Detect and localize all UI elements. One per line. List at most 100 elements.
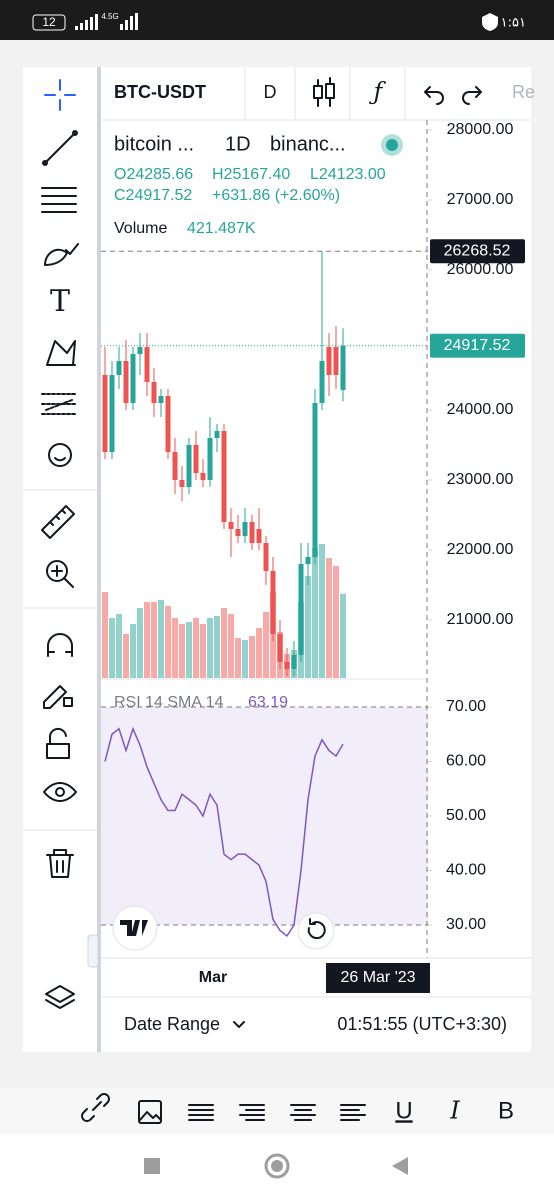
bold-button[interactable]: B [498,1097,514,1124]
volume-bar [165,606,171,678]
volume-bar [305,576,311,678]
candle-body [312,402,318,557]
ohlc-close: C24917.52 [114,187,192,204]
candle-body [284,661,290,669]
redo-button [462,86,482,105]
battery-icon [32,14,66,31]
volume-bar [340,593,346,678]
y2-tick-label: 50.00 [446,807,486,824]
volume-bar [263,612,269,678]
candle-body [200,472,206,480]
volume-bar [109,618,115,678]
candle-body [256,528,262,543]
undo-button[interactable] [424,86,444,105]
candle-body [102,374,108,452]
y2-tick-label: 70.00 [446,698,486,715]
topbar-separators [101,67,531,121]
date-range-caret[interactable] [233,1021,245,1028]
candle-body [263,542,269,571]
y-tick-label: 22000.00 [447,541,514,558]
drawing-tools[interactable]: T [41,79,79,1009]
last-tag-box [430,333,525,358]
volume-bar [319,544,325,678]
volume-bar [130,624,136,678]
ohlc-low: L24123.00 [310,166,386,183]
shield-icon [482,13,498,31]
network-type: 4.5G [101,12,118,21]
volume-bar [172,618,178,678]
editor-tools[interactable] [81,1093,366,1124]
toolbar-separators [23,489,97,831]
nav-home-dot [271,1160,283,1172]
volume-bar [333,566,339,678]
y-tick-label: 21000.00 [447,611,514,628]
candle-body [130,353,136,403]
last-tag-label: 24917.52 [444,337,511,354]
volume-bar [207,618,213,678]
candle-body [193,444,199,473]
y-tick-label: 26000.00 [447,261,514,278]
chart-type-button[interactable] [313,77,335,107]
volume-bar [214,616,220,678]
date-range[interactable]: Date Range [124,1014,220,1034]
candle-body [137,346,143,354]
reset-button[interactable] [297,912,335,950]
y2-tick-label: 40.00 [446,862,486,879]
footer-clock: 01:51:55 (UTC+3:30) [337,1014,507,1034]
candle-body [305,556,311,564]
volume-bar [193,618,199,678]
y-tick-label: 27000.00 [447,191,514,208]
italic-button[interactable]: I [449,1097,460,1125]
y-tick-label: 24000.00 [447,401,514,418]
y-tick-label: 28000.00 [447,121,514,138]
indicators-button[interactable]: ƒ [369,78,387,106]
candle-body [144,346,150,382]
y2-tick-label: 60.00 [446,753,486,770]
collapse-tab[interactable] [87,934,99,968]
candle-body [249,521,255,543]
candle-body [242,521,248,536]
text-tool[interactable]: T [50,284,70,319]
candle-body [291,654,297,669]
volume-bar [179,624,185,678]
volume-bar [256,628,262,678]
candle-body [235,528,241,536]
volume-bar [186,622,192,678]
volume-bar [312,548,318,678]
legend-interval: 1D [225,133,251,155]
crosshair-time: 26 Mar '23 [340,969,415,986]
ohlc-high: H25167.40 [212,166,290,183]
candle-body [270,570,276,634]
rsi-line [104,726,344,938]
interval[interactable]: D [264,82,277,102]
volume-bar [123,634,129,678]
volume-bar [137,608,143,678]
volume-bar [151,602,157,678]
symbol[interactable]: BTC-USDT [114,82,206,102]
more-button[interactable]: Re [512,82,535,102]
volume-value: 421.487K [187,220,256,237]
clock: ۱:۵۱ [501,16,526,31]
nav-recents[interactable] [144,1158,160,1174]
candle-body [158,395,164,403]
nav-back[interactable] [392,1157,408,1175]
signal-icon [75,13,138,30]
candle-body [207,437,213,480]
high-tag-box [430,239,525,264]
candle-body [333,346,339,375]
y2-tick-label: 30.00 [446,916,486,933]
nav-home[interactable] [264,1153,290,1179]
candle-body [109,374,115,452]
volume-label: Volume [114,220,167,237]
time-label: Mar [199,969,227,986]
rsi-band [101,706,428,926]
volume-bar [228,614,234,678]
volume-bar [158,600,164,678]
underline-button[interactable]: U [395,1097,412,1124]
battery-level: 12 [42,15,56,29]
candle-body [123,360,129,403]
volume-bar [144,602,150,678]
volume-bar [249,636,255,678]
